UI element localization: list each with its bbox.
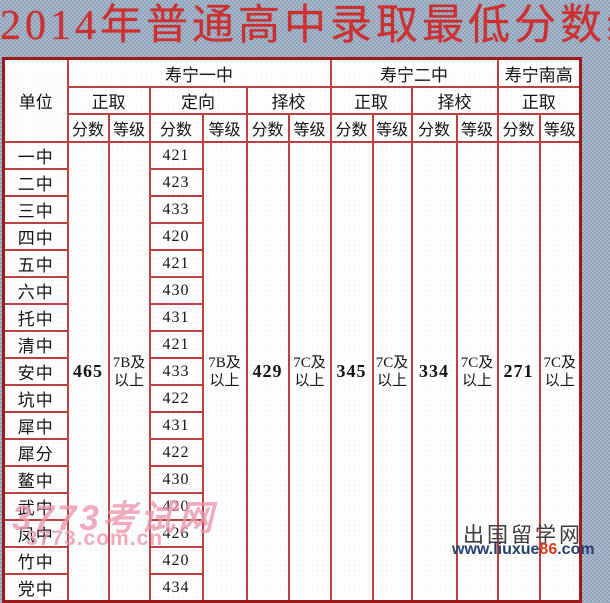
erzhong-zexiao-grade: 7C及以上 xyxy=(455,141,499,603)
col-header-grade: 等级 xyxy=(455,113,499,143)
dingxiang-score-cell: 433 xyxy=(148,357,204,386)
row-unit-label: 一中 xyxy=(2,141,69,170)
dingxiang-score-cell: 431 xyxy=(148,411,204,440)
page-title: 2014年普通高中录取最低分数线 xyxy=(0,3,610,49)
col-header-score: 分数 xyxy=(329,113,374,143)
row-unit-label: 鳌中 xyxy=(2,465,69,494)
col-header-grade: 等级 xyxy=(107,113,151,143)
dingxiang-score-cell: 422 xyxy=(148,384,204,413)
col-header-score: 分数 xyxy=(66,113,110,143)
school-header-shouning-nangao: 寿宁南高 xyxy=(496,57,582,88)
erzhong-zhengqu-grade: 7C及以上 xyxy=(371,141,413,603)
col-header-grade: 等级 xyxy=(371,113,413,143)
col-header-score: 分数 xyxy=(410,113,458,143)
row-unit-label: 竹中 xyxy=(2,546,69,575)
row-unit-label: 五中 xyxy=(2,249,69,278)
school-header-shouning-yizhong: 寿宁一中 xyxy=(66,57,332,88)
dingxiang-score-cell: 430 xyxy=(148,276,204,305)
nangao-zhengqu-score: 271 xyxy=(496,141,541,603)
yizhong-zexiao-grade: 7C及以上 xyxy=(287,141,332,603)
col-header-score: 分数 xyxy=(148,113,204,143)
group-header-yizhong-zexiao: 择校 xyxy=(245,86,332,115)
erzhong-zhengqu-score: 345 xyxy=(329,141,374,603)
row-unit-label: 凤中 xyxy=(2,519,69,548)
score-table: 单位 寿宁一中 寿宁二中 寿宁南高 正取 定向 择校 正取 择校 正取 分数 等… xyxy=(2,57,582,603)
row-unit-label: 清中 xyxy=(2,330,69,359)
erzhong-zexiao-score: 334 xyxy=(410,141,458,603)
group-header-erzhong-zhengqu: 正取 xyxy=(329,86,413,115)
group-header-yizhong-zhengqu: 正取 xyxy=(66,86,151,115)
col-header-score: 分数 xyxy=(245,113,290,143)
row-unit-label: 坑中 xyxy=(2,384,69,413)
dingxiang-score-cell: 421 xyxy=(148,249,204,278)
row-unit-label: 托中 xyxy=(2,303,69,332)
row-unit-label: 党中 xyxy=(2,573,69,603)
dingxiang-score-cell: 433 xyxy=(148,195,204,224)
row-unit-label: 武中 xyxy=(2,492,69,521)
dingxiang-score-cell: 422 xyxy=(148,438,204,467)
row-unit-label: 四中 xyxy=(2,222,69,251)
nangao-zhengqu-grade: 7C及以上 xyxy=(538,141,582,603)
row-unit-label: 三中 xyxy=(2,195,69,224)
yizhong-dingxiang-grade: 7B及以上 xyxy=(201,141,248,603)
col-header-score: 分数 xyxy=(496,113,541,143)
row-unit-label: 二中 xyxy=(2,168,69,197)
col-header-grade: 等级 xyxy=(538,113,582,143)
school-header-shouning-erzhong: 寿宁二中 xyxy=(329,57,499,88)
row-unit-label: 犀分 xyxy=(2,438,69,467)
row-unit-label: 犀中 xyxy=(2,411,69,440)
dingxiang-score-cell: 423 xyxy=(148,168,204,197)
dingxiang-score-cell: 420 xyxy=(148,492,204,521)
group-header-nangao-zhengqu: 正取 xyxy=(496,86,582,115)
unit-column-header: 单位 xyxy=(2,57,69,143)
row-unit-label: 安中 xyxy=(2,357,69,386)
row-unit-label: 六中 xyxy=(2,276,69,305)
dingxiang-score-cell: 420 xyxy=(148,222,204,251)
yizhong-zexiao-score: 429 xyxy=(245,141,290,603)
dingxiang-score-cell: 421 xyxy=(148,141,204,170)
group-header-erzhong-zexiao: 择校 xyxy=(410,86,499,115)
dingxiang-score-cell: 421 xyxy=(148,330,204,359)
dingxiang-score-cell: 434 xyxy=(148,573,204,603)
dingxiang-score-cell: 420 xyxy=(148,546,204,575)
col-header-grade: 等级 xyxy=(201,113,248,143)
dingxiang-score-cell: 431 xyxy=(148,303,204,332)
dingxiang-score-cell: 426 xyxy=(148,519,204,548)
yizhong-zhengqu-score: 465 xyxy=(66,141,110,603)
group-header-yizhong-dingxiang: 定向 xyxy=(148,86,248,115)
col-header-grade: 等级 xyxy=(287,113,332,143)
dingxiang-score-cell: 430 xyxy=(148,465,204,494)
yizhong-zhengqu-grade: 7B及以上 xyxy=(107,141,151,603)
